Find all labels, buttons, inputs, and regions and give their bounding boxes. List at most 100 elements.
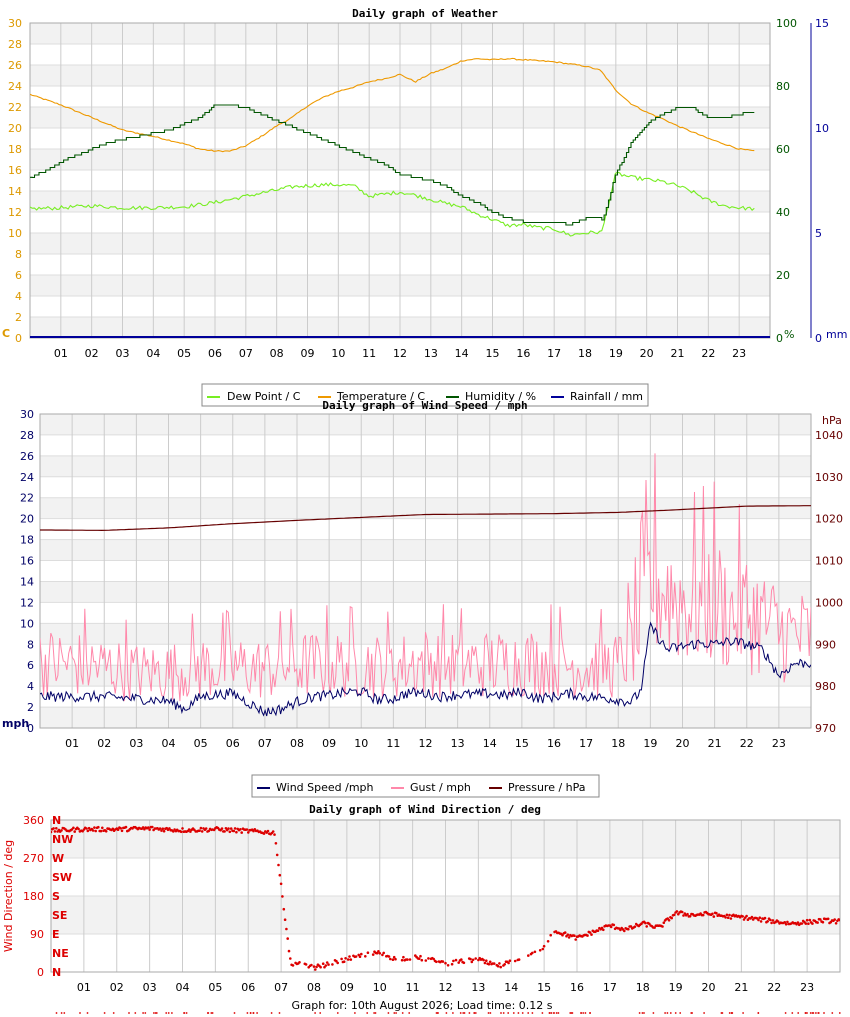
direction-point [344, 957, 347, 960]
direction-rug-point [669, 1012, 672, 1014]
direction-point [319, 965, 322, 969]
y-tick-label-rainfall: 10 [815, 122, 829, 135]
direction-point [750, 915, 754, 919]
direction-point [227, 827, 230, 830]
direction-point [441, 960, 445, 963]
direction-point [541, 947, 545, 951]
x-tick-label: 20 [640, 347, 654, 360]
direction-point [482, 958, 485, 962]
direction-rug-point [55, 1012, 58, 1014]
direction-rug-point [463, 1012, 466, 1014]
x-tick-label: 18 [611, 737, 625, 750]
direction-point [424, 959, 428, 962]
direction-rug-point [806, 1012, 808, 1014]
y-tick-label-pressure: 990 [815, 638, 836, 651]
legend-label-temperature: Temperature / C [336, 390, 425, 403]
direction-point [277, 863, 280, 867]
x-tick-label: 14 [504, 981, 518, 994]
direction-rug-point [278, 1012, 281, 1014]
direction-point [771, 919, 775, 922]
direction-point [391, 958, 395, 961]
direction-point [387, 955, 391, 958]
x-tick-label: 23 [772, 737, 786, 750]
legend-label-humidity: Humidity / % [465, 390, 536, 403]
direction-point [124, 825, 128, 829]
direction-point [804, 922, 808, 925]
direction-point [712, 915, 716, 918]
x-tick-label: 17 [547, 347, 561, 360]
direction-y-label: Wind Direction / deg [2, 840, 15, 952]
direction-point [408, 958, 412, 961]
direction-point [590, 933, 593, 936]
direction-point [324, 964, 328, 967]
x-tick-label: 21 [671, 347, 685, 360]
direction-point [402, 955, 405, 959]
y-tick-label-temperature: 12 [8, 206, 22, 219]
direction-point [310, 963, 313, 967]
direction-rug-point [128, 1012, 130, 1014]
direction-point [327, 963, 330, 966]
x-tick-label: 01 [77, 981, 91, 994]
direction-point [172, 830, 175, 833]
x-tick-label: 12 [439, 981, 453, 994]
weather-legend-box [201, 383, 649, 407]
x-tick-label: 05 [208, 981, 222, 994]
direction-rug-point [652, 1012, 655, 1014]
direction-rug-point [314, 1012, 316, 1014]
direction-point [688, 915, 692, 918]
direction-point [358, 955, 362, 958]
direction-point [97, 825, 100, 829]
direction-point [298, 961, 301, 964]
compass-label: N [52, 966, 61, 979]
direction-point [462, 961, 466, 965]
y-tick-label-temperature: 4 [15, 290, 22, 303]
direction-point [371, 953, 375, 956]
direction-point [677, 912, 680, 916]
weather-humidity-unit: % [784, 328, 794, 341]
direction-point [348, 955, 351, 958]
direction-point [101, 826, 104, 830]
direction-point [52, 827, 55, 830]
weather-chart: Daily graph of Weather 02468101214161820… [2, 7, 847, 407]
direction-point [741, 915, 744, 918]
direction-point [158, 827, 162, 830]
direction-point [586, 934, 589, 937]
direction-rug-point [815, 1012, 817, 1014]
direction-point [346, 958, 350, 961]
direction-point [670, 916, 673, 920]
direction-point [786, 920, 789, 924]
x-tick-label: 03 [143, 981, 157, 994]
direction-point [274, 842, 278, 845]
direction-point [725, 913, 729, 917]
direction-point [417, 957, 421, 960]
wind-right-unit: hPa [822, 414, 842, 427]
direction-point [826, 917, 830, 921]
direction-point [729, 917, 733, 920]
direction-point [728, 913, 731, 917]
direction-rug-point [541, 1012, 544, 1014]
direction-rug-point [103, 1012, 106, 1014]
y-tick-label-direction: 0 [37, 966, 44, 979]
direction-rug-point [452, 1012, 454, 1014]
direction-rug-point [144, 1012, 147, 1014]
direction-point [377, 950, 380, 953]
direction-point [675, 910, 679, 913]
direction-point [492, 962, 496, 965]
direction-point [382, 951, 386, 955]
wind-plot-frame [39, 413, 812, 729]
direction-point [715, 911, 718, 915]
direction-point [567, 936, 571, 939]
y-tick-label-pressure: 1000 [815, 596, 843, 609]
direction-point [162, 829, 166, 833]
direction-rug-point [502, 1012, 505, 1014]
direction-point [819, 918, 822, 921]
x-tick-label: 02 [110, 981, 124, 994]
direction-point [834, 922, 838, 925]
direction-point [682, 914, 685, 917]
direction-point [805, 918, 809, 922]
direction-rug-point [211, 1012, 214, 1014]
direction-point [644, 921, 647, 925]
direction-rug-point [408, 1012, 411, 1014]
series-humidity-line [30, 104, 755, 226]
direction-point [279, 882, 283, 886]
